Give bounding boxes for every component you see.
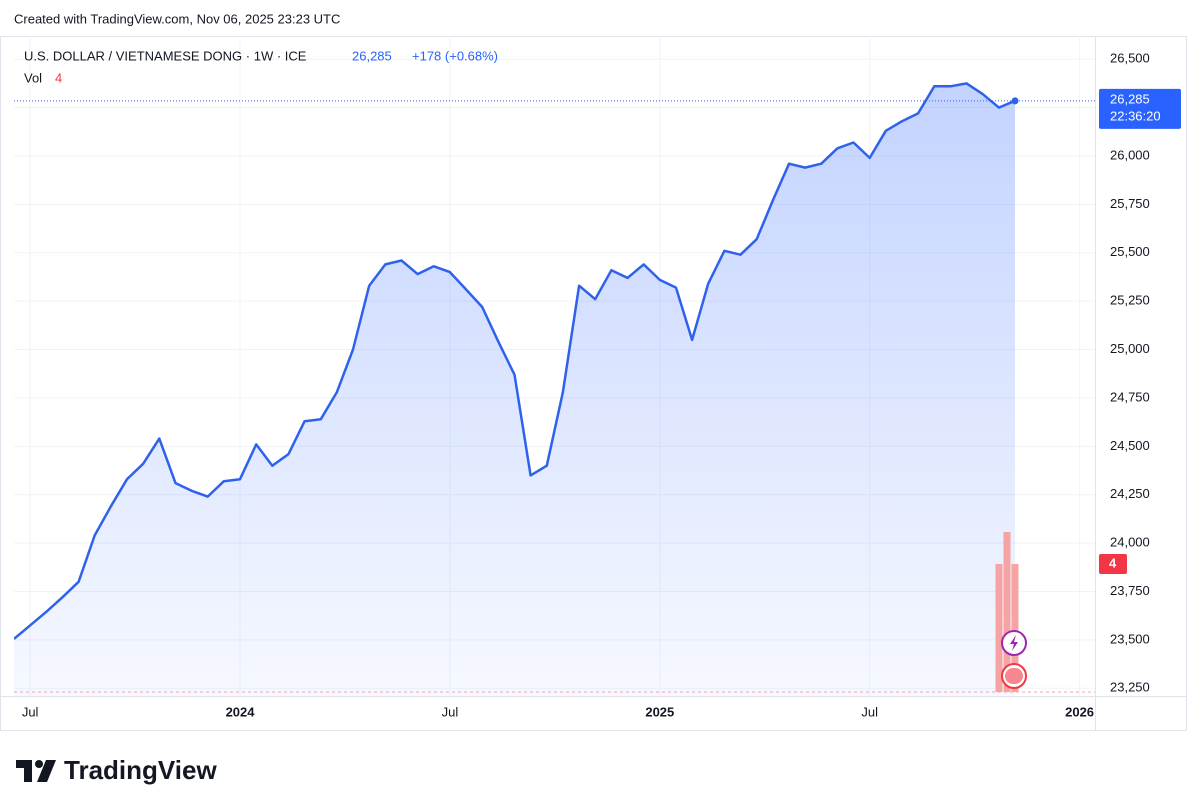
- volume-bar: [1011, 564, 1019, 692]
- y-tick-label: 25,750: [1110, 196, 1150, 211]
- x-tick-label: 2026: [1065, 704, 1094, 719]
- x-tick-label: 2024: [226, 704, 256, 719]
- y-tick-label: 25,250: [1110, 293, 1150, 308]
- volume-bar: [995, 564, 1003, 692]
- y-tick-label: 25,000: [1110, 341, 1150, 356]
- price-badge-label: 26,285: [1110, 91, 1150, 106]
- y-tick-label: 24,250: [1110, 486, 1150, 501]
- y-tick-label: 24,500: [1110, 438, 1150, 453]
- header-change: +178 (+0.68%): [412, 48, 498, 63]
- watermark: Created with TradingView.com, Nov 06, 20…: [14, 11, 340, 26]
- y-tick-label: 23,500: [1110, 631, 1150, 646]
- x-tick-label: Jul: [861, 704, 878, 719]
- symbol-title: U.S. DOLLAR / VIETNAMESE DONG · 1W · ICE: [24, 48, 307, 63]
- y-tick-label: 25,500: [1110, 244, 1150, 259]
- volume-header: 4: [55, 70, 62, 85]
- y-tick-label: 24,750: [1110, 389, 1150, 404]
- x-tick-label: Jul: [442, 704, 459, 719]
- x-tick-label: Jul: [22, 704, 39, 719]
- y-tick-label: 23,750: [1110, 583, 1150, 598]
- volume-bar: [1003, 532, 1011, 692]
- brand-name: TradingView: [64, 755, 217, 785]
- price-badge-time: 22:36:20: [1110, 108, 1161, 123]
- frame: [0, 36, 1187, 731]
- price-line: [14, 82, 1016, 640]
- header-price: 26,285: [352, 48, 392, 63]
- y-tick-label: 23,250: [1110, 680, 1150, 695]
- volume-badge-label: 4: [1109, 555, 1117, 570]
- event-icons: [1001, 630, 1027, 689]
- price-badge: [1099, 88, 1181, 129]
- last-point: [1011, 97, 1019, 105]
- y-tick-label: 26,500: [1110, 51, 1150, 66]
- area-fill: [14, 83, 1015, 696]
- volume-badge: [1099, 554, 1127, 574]
- volume-title: Vol: [24, 70, 42, 85]
- y-tick-label: 26,000: [1110, 147, 1150, 162]
- brand-logo: [16, 760, 56, 782]
- y-tick-label: 24,000: [1110, 535, 1150, 550]
- x-tick-label: 2025: [645, 704, 674, 719]
